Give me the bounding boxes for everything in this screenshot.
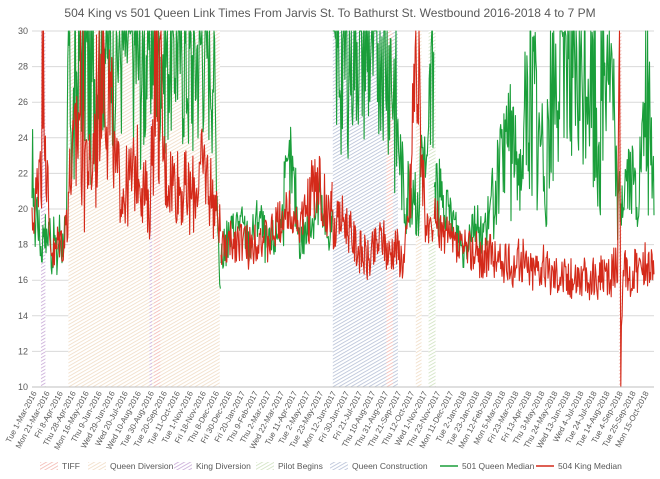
- legend-label: TIFF: [62, 461, 80, 471]
- legend-item-504-king-median: 504 King Median: [536, 461, 622, 471]
- chart-title: 504 King vs 501 Queen Link Times From Ja…: [64, 6, 596, 20]
- legend-label: 501 Queen Median: [462, 461, 535, 471]
- legend-item-queen-diversion: Queen Diversion: [88, 461, 174, 471]
- y-tick-label: 26: [18, 97, 28, 107]
- period-band-queen-diversion: [415, 31, 422, 387]
- y-tick-label: 30: [18, 26, 28, 36]
- y-tick-label: 10: [18, 382, 28, 392]
- y-tick-label: 12: [18, 346, 28, 356]
- y-tick-label: 16: [18, 275, 28, 285]
- y-tick-label: 24: [18, 133, 28, 143]
- period-band-tiff: [386, 31, 393, 387]
- period-band-pilot-begins: [428, 31, 436, 387]
- legend-item-king-diversion: King Diversion: [174, 461, 251, 471]
- legend-swatch: [40, 462, 58, 470]
- y-tick-label: 28: [18, 62, 28, 72]
- legend-swatch: [330, 462, 348, 470]
- y-tick-label: 18: [18, 240, 28, 250]
- y-tick-label: 20: [18, 204, 28, 214]
- series-line-504-king-median: [332, 30, 435, 281]
- series-line-501-queen-median: [332, 30, 435, 237]
- series-504-king-median: [31, 30, 655, 388]
- legend-label: 504 King Median: [558, 461, 622, 471]
- legend-label: Queen Diversion: [110, 461, 174, 471]
- legend-item-tiff: TIFF: [40, 461, 80, 471]
- y-tick-label: 14: [18, 311, 28, 321]
- legend-item-501-queen-median: 501 Queen Median: [440, 461, 535, 471]
- period-band-king-diversion: [40, 31, 46, 387]
- legend-label: Pilot Begins: [278, 461, 323, 471]
- legend-swatch: [256, 462, 274, 470]
- legend-swatch: [174, 462, 192, 470]
- series-line-501-queen-median: [220, 126, 333, 269]
- legend-label: Queen Construction: [352, 461, 428, 471]
- legend-swatch: [88, 462, 106, 470]
- legend-item-pilot-begins: Pilot Begins: [256, 461, 323, 471]
- series-line-504-king-median: [220, 155, 333, 270]
- legend-label: King Diversion: [196, 461, 251, 471]
- series-line-504-king-median: [31, 30, 221, 268]
- y-tick-label: 22: [18, 168, 28, 178]
- series-line-504-king-median: [433, 30, 655, 388]
- legend-item-queen-construction: Queen Construction: [330, 461, 428, 471]
- period-band-tiff: [153, 31, 161, 387]
